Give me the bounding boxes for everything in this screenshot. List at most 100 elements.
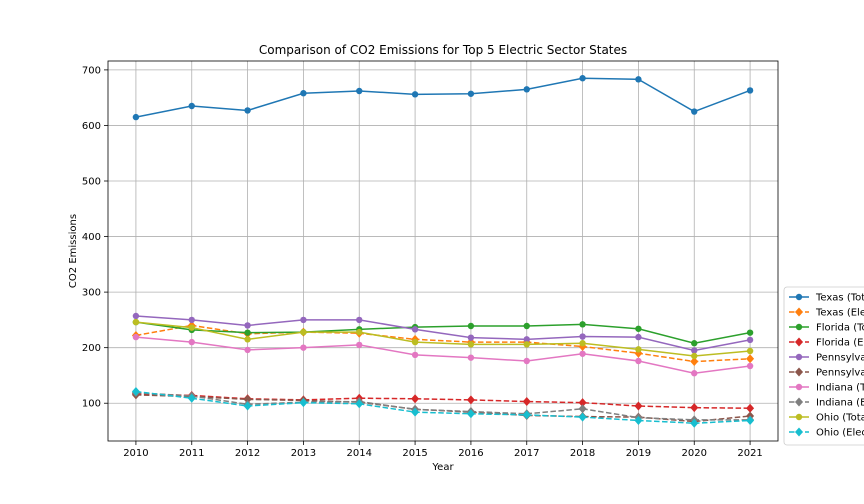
data-point	[132, 312, 140, 320]
data-point	[188, 316, 195, 324]
legend-item: Indiana (Total)	[789, 383, 864, 394]
grid-lines	[108, 61, 778, 441]
data-point	[467, 334, 475, 341]
legend-marker	[795, 413, 803, 421]
data-point	[300, 328, 307, 336]
legend-label: Ohio (Total)	[816, 413, 864, 424]
data-point	[356, 316, 363, 324]
data-point	[356, 341, 363, 349]
data-point	[467, 341, 475, 348]
legend-label: Ohio (Electric)	[816, 428, 864, 439]
data-point	[355, 399, 364, 409]
data-point	[300, 90, 307, 97]
x-tick-label: 2011	[179, 448, 204, 459]
series-line	[135, 321, 751, 344]
data-point	[132, 113, 140, 121]
legend-marker	[795, 323, 803, 331]
series-4	[132, 312, 754, 354]
data-point	[244, 336, 251, 343]
data-point	[746, 415, 755, 425]
data-point	[635, 325, 642, 332]
data-point	[746, 87, 754, 94]
data-point	[523, 86, 530, 93]
data-point	[243, 394, 252, 404]
series-line	[135, 315, 751, 352]
series-9	[131, 387, 755, 428]
legend-marker	[795, 307, 803, 317]
x-tick-label: 2013	[291, 448, 316, 459]
data-point	[522, 410, 531, 420]
data-point	[746, 347, 754, 355]
data-point	[578, 412, 587, 422]
data-point	[578, 404, 587, 414]
x-tick-label: 2010	[123, 448, 148, 459]
data-point	[691, 370, 698, 377]
series-8	[132, 318, 754, 360]
y-axis-ticks: 100 200 300 400 500 600 700	[82, 65, 108, 410]
data-point	[522, 397, 531, 407]
data-point	[690, 403, 699, 413]
data-point	[523, 336, 530, 343]
data-point	[635, 76, 642, 83]
legend-label: Florida (Electric)	[816, 338, 864, 349]
data-point	[690, 357, 699, 367]
legend-item: Texas (Total)	[789, 293, 864, 304]
legend-marker	[795, 337, 803, 347]
data-point	[131, 387, 140, 397]
legend-marker	[795, 353, 803, 361]
data-point	[411, 394, 420, 404]
data-point	[746, 354, 755, 364]
data-point	[244, 322, 251, 329]
legend-item: Pennsylvania (Total)	[789, 353, 864, 364]
data-point	[523, 322, 530, 330]
data-point	[746, 362, 754, 370]
legend-marker	[795, 427, 803, 437]
data-point	[634, 401, 643, 411]
data-point	[411, 351, 419, 359]
x-tick-label: 2019	[626, 448, 651, 459]
legend-label: Indiana (Total)	[816, 383, 864, 394]
data-point	[244, 329, 251, 336]
data-point	[132, 333, 140, 341]
data-point	[746, 329, 754, 336]
data-point	[578, 398, 587, 408]
data-point	[187, 393, 196, 403]
data-point	[411, 407, 420, 417]
data-point	[132, 318, 140, 326]
series-line	[135, 324, 751, 363]
legend-marker	[795, 383, 803, 391]
x-tick-label: 2012	[235, 448, 260, 459]
data-point	[356, 87, 363, 95]
y-axis-title: CO2 Emissions	[68, 214, 79, 288]
data-point	[411, 326, 419, 333]
data-point	[466, 409, 475, 419]
y-tick-label: 100	[82, 399, 101, 410]
data-point	[188, 102, 195, 110]
series-layer	[131, 75, 755, 428]
data-point	[523, 357, 530, 365]
data-point	[746, 336, 754, 344]
legend-item: Ohio (Total)	[789, 413, 864, 424]
x-tick-label: 2018	[570, 448, 595, 459]
data-point	[579, 350, 586, 357]
legend-label: Indiana (Electric)	[816, 398, 864, 409]
legend: Texas (Total) Texas (Electric) Florida (To…	[783, 286, 864, 446]
x-tick-label: 2020	[682, 448, 707, 459]
legend-label: Pennsylvania (Total)	[816, 353, 864, 364]
y-tick-label: 400	[82, 232, 101, 243]
legend-item: Ohio (Electric)	[789, 427, 864, 439]
data-point	[466, 395, 475, 405]
x-tick-label: 2021	[737, 448, 762, 459]
y-tick-label: 200	[82, 343, 101, 354]
legend-label: Pennsylvania (Electric)	[816, 368, 864, 379]
data-point	[467, 354, 475, 361]
data-point	[691, 340, 698, 347]
data-point	[579, 340, 586, 347]
legend-item: Indiana (Electric)	[789, 397, 864, 409]
y-tick-label: 600	[82, 121, 101, 132]
x-axis-title: Year	[431, 462, 454, 473]
data-point	[635, 357, 642, 365]
legend-marker	[795, 293, 803, 301]
data-point	[411, 338, 419, 346]
